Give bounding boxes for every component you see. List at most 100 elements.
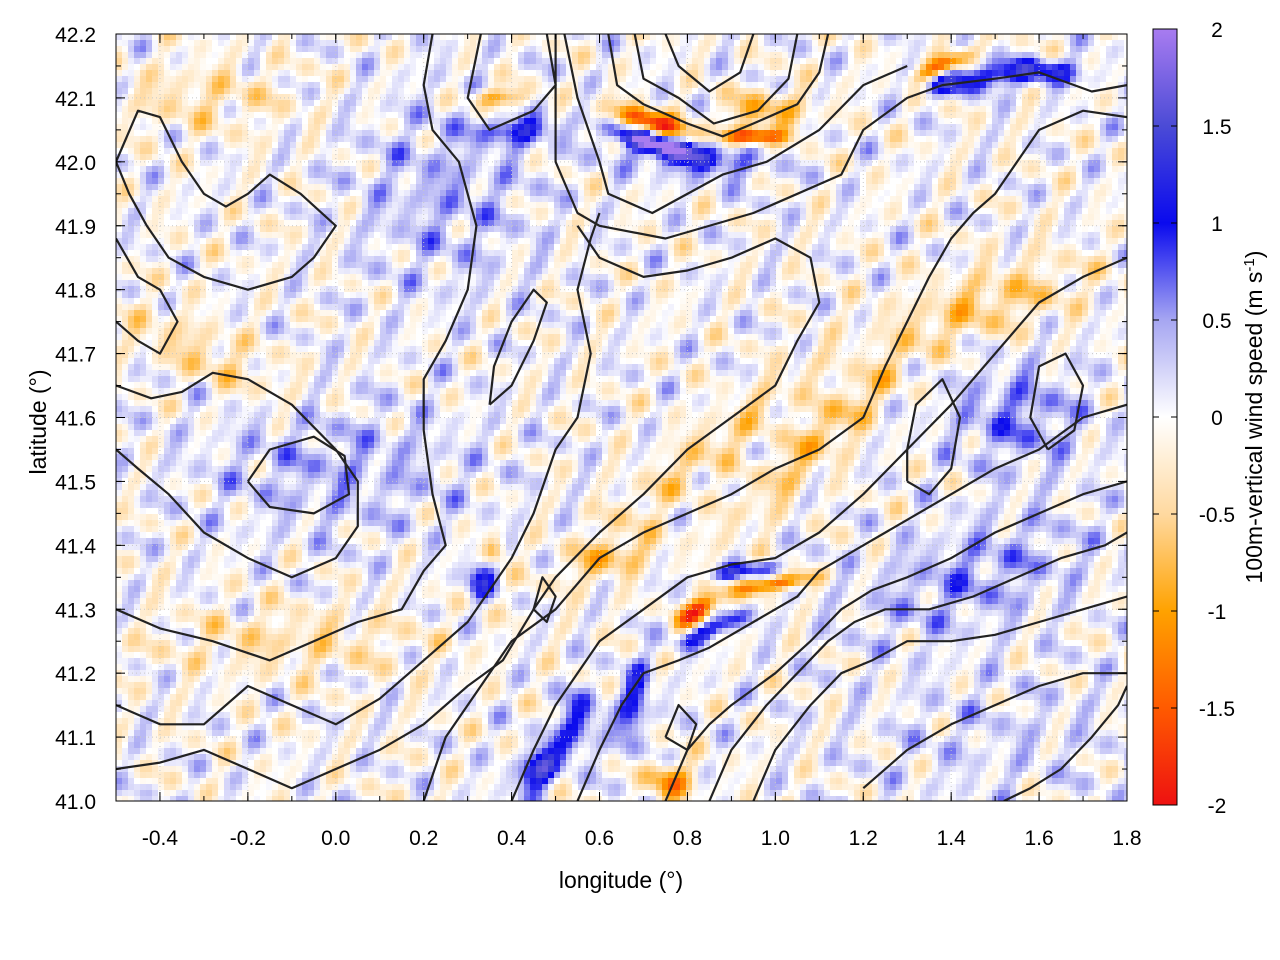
heatmap-cell: [122, 784, 128, 790]
heatmap-cell: [350, 442, 356, 448]
heatmap-cell: [176, 592, 182, 598]
heatmap-cell: [362, 388, 368, 394]
heatmap-cell: [200, 244, 206, 250]
heatmap-cell: [164, 718, 170, 724]
heatmap-cell: [152, 154, 158, 160]
heatmap-cell: [182, 442, 188, 448]
heatmap-cell: [356, 346, 362, 352]
heatmap-cell: [206, 448, 212, 454]
heatmap-cell: [272, 64, 278, 70]
heatmap-cell: [188, 304, 194, 310]
heatmap-cell: [344, 520, 350, 526]
heatmap-cell: [200, 100, 206, 106]
heatmap-cell: [344, 190, 350, 196]
heatmap-cell: [260, 202, 266, 208]
heatmap-cell: [242, 472, 248, 478]
heatmap-cell: [134, 406, 140, 412]
heatmap-cell: [326, 106, 332, 112]
heatmap-cell: [182, 274, 188, 280]
heatmap-cell: [278, 190, 284, 196]
heatmap-cell: [248, 52, 254, 58]
heatmap-cell: [338, 100, 344, 106]
heatmap-cell: [350, 100, 356, 106]
heatmap-cell: [350, 382, 356, 388]
heatmap-cell: [284, 754, 290, 760]
heatmap-cell: [236, 748, 242, 754]
heatmap-cell: [290, 262, 296, 268]
heatmap-cell: [134, 70, 140, 76]
heatmap-cell: [266, 616, 272, 622]
heatmap-cell: [320, 424, 326, 430]
heatmap-cell: [188, 640, 194, 646]
heatmap-cell: [344, 598, 350, 604]
heatmap-cell: [326, 298, 332, 304]
heatmap-cell: [242, 736, 248, 742]
heatmap-cell: [362, 526, 368, 532]
heatmap-cell: [158, 304, 164, 310]
heatmap-cell: [230, 520, 236, 526]
heatmap-cell: [332, 460, 338, 466]
heatmap-cell: [242, 628, 248, 634]
heatmap-cell: [206, 790, 212, 796]
heatmap-cell: [242, 658, 248, 664]
heatmap-cell: [356, 196, 362, 202]
heatmap-cell: [200, 646, 206, 652]
heatmap-cell: [146, 754, 152, 760]
heatmap-cell: [242, 340, 248, 346]
heatmap-cell: [176, 682, 182, 688]
heatmap-cell: [278, 610, 284, 616]
heatmap-cell: [332, 406, 338, 412]
heatmap-cell: [302, 562, 308, 568]
heatmap-cell: [338, 502, 344, 508]
heatmap-cell: [230, 172, 236, 178]
heatmap-cell: [296, 316, 302, 322]
heatmap-cell: [284, 496, 290, 502]
heatmap-cell: [356, 790, 362, 796]
heatmap-cell: [350, 310, 356, 316]
heatmap-cell: [122, 526, 128, 532]
heatmap-cell: [302, 58, 308, 64]
heatmap-cell: [194, 676, 200, 682]
heatmap-cell: [170, 154, 176, 160]
heatmap-cell: [224, 394, 230, 400]
heatmap-cell: [164, 664, 170, 670]
heatmap-cell: [332, 586, 338, 592]
heatmap-cell: [236, 652, 242, 658]
heatmap-cell: [176, 520, 182, 526]
heatmap-cell: [116, 220, 122, 226]
heatmap-cell: [356, 136, 362, 142]
heatmap-cell: [206, 490, 212, 496]
heatmap-cell: [170, 706, 176, 712]
heatmap-cell: [248, 178, 254, 184]
heatmap-cell: [326, 610, 332, 616]
heatmap-cell: [290, 166, 296, 172]
heatmap-cell: [272, 76, 278, 82]
heatmap-cell: [266, 592, 272, 598]
heatmap-cell: [308, 112, 314, 118]
heatmap-cell: [308, 664, 314, 670]
heatmap-cell: [254, 592, 260, 598]
heatmap-cell: [302, 580, 308, 586]
heatmap-cell: [116, 718, 122, 724]
heatmap-cell: [140, 652, 146, 658]
heatmap-cell: [272, 340, 278, 346]
heatmap-cell: [140, 610, 146, 616]
heatmap-cell: [224, 472, 230, 478]
heatmap-cell: [188, 658, 194, 664]
heatmap-cell: [260, 400, 266, 406]
heatmap-cell: [122, 634, 128, 640]
heatmap-cell: [248, 568, 254, 574]
heatmap-cell: [158, 340, 164, 346]
heatmap-cell: [128, 454, 134, 460]
heatmap-cell: [272, 298, 278, 304]
heatmap-cell: [182, 616, 188, 622]
heatmap-cell: [152, 214, 158, 220]
heatmap-cell: [302, 472, 308, 478]
heatmap-cell: [128, 502, 134, 508]
heatmap-cell: [272, 202, 278, 208]
heatmap-cell: [182, 700, 188, 706]
heatmap-cell: [344, 664, 350, 670]
heatmap-cell: [338, 40, 344, 46]
heatmap-cell: [122, 508, 128, 514]
heatmap-cell: [236, 190, 242, 196]
